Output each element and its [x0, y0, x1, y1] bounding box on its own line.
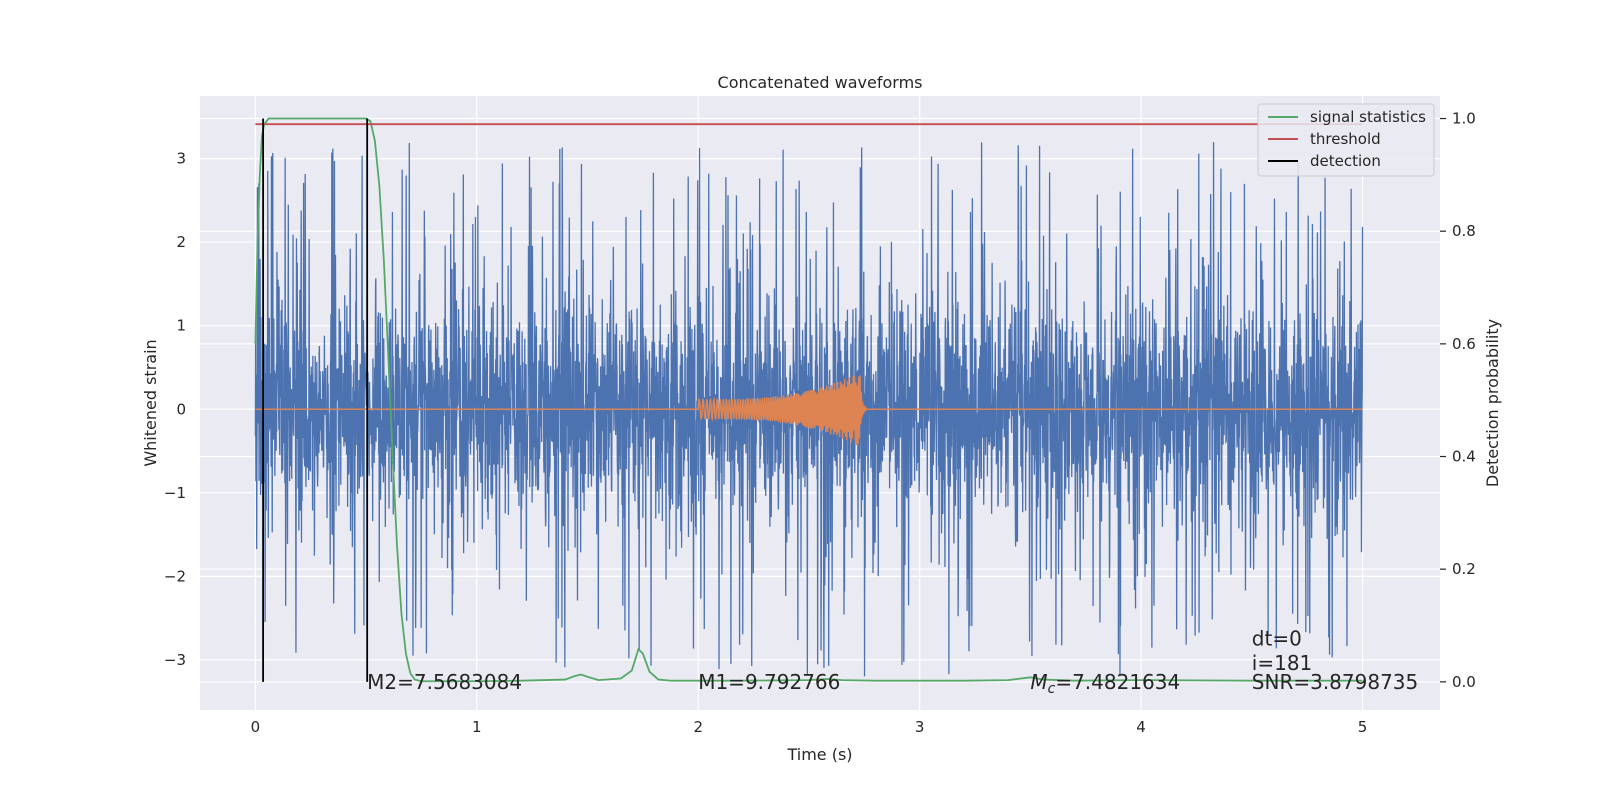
legend-label: threshold: [1310, 130, 1381, 148]
x-tick-label: 2: [693, 718, 703, 736]
chart-title: Concatenated waveforms: [718, 73, 923, 92]
x-tick-label: 4: [1136, 718, 1146, 736]
y-tick-label-right: 0.2: [1452, 560, 1476, 578]
annotation-text: dt=0: [1252, 627, 1302, 651]
y-tick-label-left: −2: [164, 567, 186, 585]
y-tick-label-left: 2: [176, 233, 186, 251]
annotation-text: M2=7.5683084: [367, 670, 522, 694]
annotation-text: SNR=3.8798735: [1252, 670, 1418, 694]
y-tick-label-left: 1: [176, 317, 186, 335]
y-tick-label-left: −1: [164, 484, 186, 502]
legend: signal statistics threshold detection: [1257, 103, 1435, 177]
y-tick-label-right: 0.8: [1452, 222, 1476, 240]
y-tick-label-right: 0.4: [1452, 448, 1476, 466]
annotation-text: M1=9.792766: [698, 670, 840, 694]
chirp-series-line: [255, 375, 1363, 446]
y-tick-label-left: 3: [176, 150, 186, 168]
y-tick-label-left: 0: [176, 400, 186, 418]
legend-label: signal statistics: [1310, 108, 1426, 126]
y-tick-label-right: 0.6: [1452, 335, 1476, 353]
x-tick-label: 5: [1358, 718, 1368, 736]
y-axis-label-left: Whitened strain: [141, 339, 160, 466]
x-tick-label: 0: [251, 718, 261, 736]
x-axis-label: Time (s): [786, 745, 852, 764]
x-tick-label: 1: [472, 718, 482, 736]
annotations: M2=7.5683084 M1=9.792766 Mc=7.4821634 dt=0i…: [367, 627, 1418, 697]
x-tick-label: 3: [915, 718, 925, 736]
signal-statistics-line: [254, 117, 1363, 683]
y-tick-label-left: −3: [164, 651, 186, 669]
legend-label: detection: [1310, 152, 1381, 170]
series-layer: [254, 117, 1364, 683]
y-axis-label-right: Detection probability: [1483, 319, 1502, 487]
annotation-text: Mc=7.4821634: [1030, 670, 1180, 697]
legend-box: [1257, 103, 1435, 177]
ticks-layer: 0 1 2 3 4 5 −3 −2 −1 0 1 2 3 0.0 0.2 0.4 0.6 0.8 1.0: [164, 110, 1476, 736]
y-tick-label-right: 1.0: [1452, 110, 1476, 128]
annotation-text: i=181: [1252, 651, 1313, 675]
y-tick-label-right: 0.0: [1452, 673, 1476, 691]
